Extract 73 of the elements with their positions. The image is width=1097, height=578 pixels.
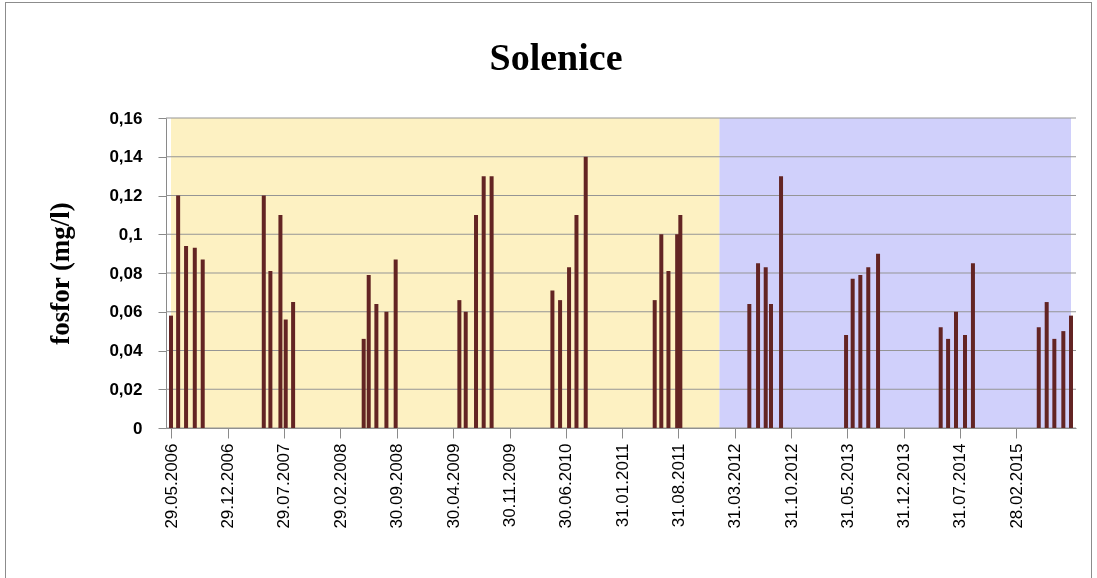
y-tick-label: 0,06: [109, 302, 143, 322]
x-tick-label: 31.01.2011: [612, 443, 632, 528]
bar: [678, 214, 683, 428]
bar: [583, 156, 588, 428]
y-axis-title: fosfor (mg/l): [44, 202, 75, 345]
x-tick-label: 29.02.2008: [330, 443, 350, 529]
bar: [268, 271, 273, 428]
bar: [567, 267, 572, 428]
chart-title: Solenice: [489, 36, 623, 78]
bar: [1044, 302, 1049, 428]
x-tick-label: 30.11.2009: [500, 443, 520, 528]
y-tick-label: 0,08: [109, 263, 143, 283]
bar: [457, 300, 462, 428]
bar: [384, 311, 389, 428]
bar: [463, 311, 468, 428]
bar: [970, 263, 975, 428]
x-tick-label: 30.09.2008: [387, 443, 407, 529]
bar: [176, 195, 181, 428]
y-tick-label: 0,12: [109, 186, 143, 205]
bar: [844, 335, 849, 428]
y-tick-label: 0,02: [109, 379, 143, 399]
bar: [192, 247, 197, 428]
bar: [779, 176, 784, 428]
bar: [866, 267, 871, 428]
y-tick-label: 0,1: [118, 224, 143, 244]
bar: [374, 304, 379, 428]
y-tick-label: 0,16: [109, 108, 143, 128]
bar: [261, 195, 266, 428]
x-tick-label: 31.07.2014: [950, 443, 970, 529]
bar: [291, 302, 296, 428]
x-tick-label: 29.05.2006: [161, 443, 181, 529]
bar: [1061, 331, 1066, 428]
y-tick-label: 0,04: [109, 341, 144, 360]
x-tick-label: 31.12.2013: [894, 443, 914, 529]
x-tick-label: 29.07.2007: [274, 443, 294, 529]
bar: [550, 290, 555, 428]
bar: [954, 311, 959, 428]
bar: [876, 253, 881, 428]
bar: [747, 304, 752, 428]
x-tick-label: 28.02.2015: [1006, 443, 1026, 529]
bar: [1036, 327, 1041, 428]
bar: [278, 214, 283, 428]
bar: [659, 234, 664, 428]
bar: [666, 271, 671, 428]
x-tick-label: 31.10.2012: [781, 443, 801, 529]
bar: [474, 214, 479, 428]
bar: [850, 278, 855, 428]
bar: [481, 176, 486, 428]
x-tick-label: 30.06.2010: [556, 443, 576, 529]
y-tick-label: 0: [133, 418, 143, 438]
bar: [858, 274, 863, 428]
x-tick-label: 29.12.2006: [218, 443, 238, 529]
bar: [393, 259, 398, 428]
x-tick-label: 30.04.2009: [443, 443, 463, 529]
bar: [366, 274, 371, 428]
bar: [169, 315, 173, 428]
bar: [283, 319, 288, 428]
bar: [200, 259, 205, 428]
y-tick-label: 0,14: [109, 147, 144, 167]
x-tick-label: 31.08.2011: [668, 443, 688, 528]
bar: [574, 214, 579, 428]
bar: [489, 176, 494, 428]
bar: [184, 245, 189, 428]
x-tick-label: 31.03.2012: [725, 443, 745, 529]
bar: [558, 300, 563, 428]
bar: [938, 327, 943, 428]
bar: [1069, 315, 1073, 428]
bar: [756, 263, 761, 428]
bar: [946, 338, 951, 428]
x-tick-label: 31.05.2013: [837, 443, 857, 529]
bar: [652, 300, 657, 428]
bar: [1052, 338, 1057, 428]
bar: [963, 335, 968, 428]
